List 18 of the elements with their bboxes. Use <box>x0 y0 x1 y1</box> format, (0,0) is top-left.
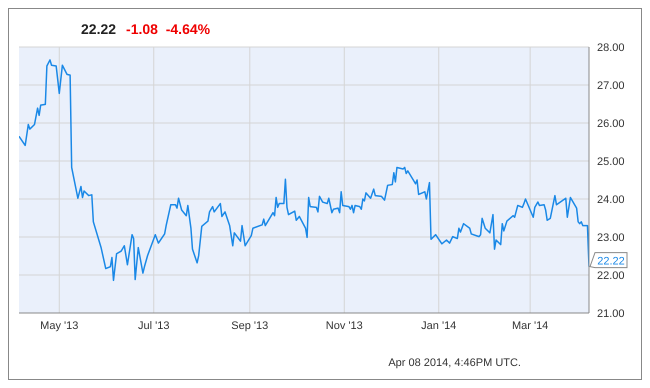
x-tick-label: Jan '14 <box>421 320 456 332</box>
y-tick-label: 22.00 <box>597 270 625 282</box>
x-tick-label: May '13 <box>40 320 78 332</box>
chart-subtitle: -1.08 -4.64% <box>126 21 210 37</box>
chart-title: 22.22 <box>81 21 116 37</box>
y-tick-label: 25.00 <box>597 156 625 168</box>
x-tick-label: Sep '13 <box>231 320 268 332</box>
x-tick-label: Nov '13 <box>326 320 363 332</box>
y-tick-label: 24.00 <box>597 194 625 206</box>
x-tick-label: Mar '14 <box>512 320 548 332</box>
y-tick-label: 27.00 <box>597 80 625 92</box>
y-tick-label: 26.00 <box>597 118 625 130</box>
x-tick-label: Jul '13 <box>138 320 170 332</box>
y-tick-label: 28.00 <box>597 42 625 54</box>
text: Apr 08 2014, 4:46PM UTC. <box>388 357 521 369</box>
y-tick-label: 23.00 <box>597 232 625 244</box>
y-tick-label: 21.00 <box>597 308 625 320</box>
annotation: 22.22 <box>597 256 625 268</box>
